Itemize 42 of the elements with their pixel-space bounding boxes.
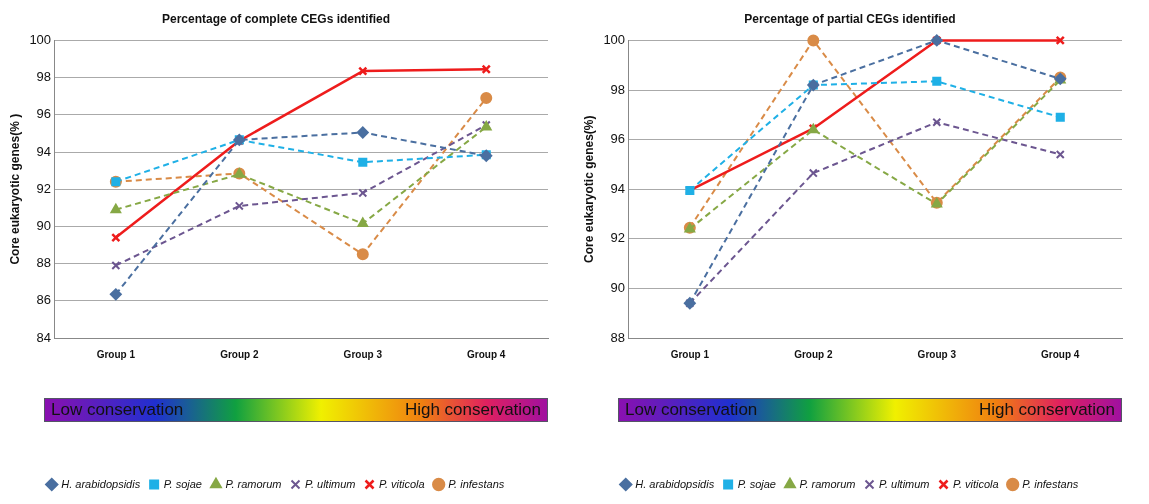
y-tick-label: 92 <box>610 230 626 246</box>
y-tick-label: 90 <box>36 217 52 233</box>
y-tick-label: 90 <box>610 279 626 295</box>
x-tick-label: Group 3 <box>343 348 383 360</box>
y-axis-title: Core eukaryotic genes(% ) <box>7 113 22 265</box>
y-axis-title: Core eukaryotic genes(%) <box>581 115 596 263</box>
legend-label: H. arabidopsidis <box>635 477 715 490</box>
y-tick-label: 88 <box>36 255 52 271</box>
legend-label: P. sojae <box>737 477 776 490</box>
x-tick-label: Group 2 <box>220 348 259 360</box>
y-tick-label: 96 <box>610 131 626 147</box>
legend-label: P. ultimum <box>305 477 356 490</box>
y-tick-label: 100 <box>29 31 52 47</box>
x-tick-label: Group 1 <box>96 348 136 360</box>
x-tick-label: Group 2 <box>794 348 833 360</box>
legend-label: P. ramorum <box>799 477 856 490</box>
conservation-scale: Low conservation High conservation <box>618 398 1122 422</box>
y-tick-label: 84 <box>36 329 52 345</box>
x-tick-label: Group 3 <box>917 348 957 360</box>
x-tick-label: Group 4 <box>1041 348 1080 360</box>
x-tick-label: Group 4 <box>467 348 506 360</box>
legend-label: H. arabidopsidis <box>61 477 141 490</box>
legend-label: P. ramorum <box>225 477 282 490</box>
y-tick-label: 100 <box>603 31 626 47</box>
legend-label: P. viticola <box>379 477 425 490</box>
y-tick-label: 92 <box>36 180 52 196</box>
legend-label: P. ultimum <box>879 477 930 490</box>
legend-label: P. infestans <box>1022 477 1079 490</box>
y-tick-label: 94 <box>36 143 52 159</box>
legend-label: P. sojae <box>163 477 202 490</box>
legend-label: P. infestans <box>448 477 505 490</box>
y-tick-label: 88 <box>610 329 626 345</box>
y-tick-label: 94 <box>610 180 626 196</box>
chart-title: Percentage of partial CEGs identified <box>744 11 956 26</box>
legend-label: P. viticola <box>953 477 999 490</box>
y-tick-label: 86 <box>36 292 52 308</box>
y-tick-label: 98 <box>610 81 626 97</box>
x-tick-label: Group 1 <box>670 348 710 360</box>
y-tick-label: 96 <box>36 106 52 122</box>
conservation-scale: Low conservation High conservation <box>44 398 548 422</box>
y-tick-label: 98 <box>36 69 52 85</box>
chart-title: Percentage of complete CEGs identified <box>161 11 391 26</box>
